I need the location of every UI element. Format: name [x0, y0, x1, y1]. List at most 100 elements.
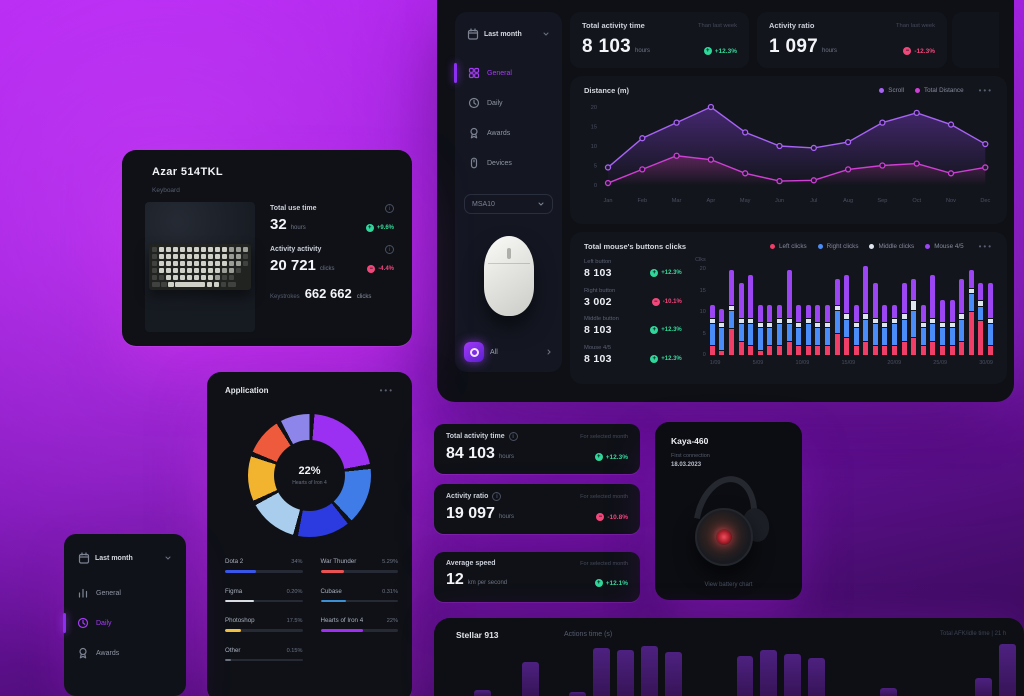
x-tick-label: 25/09 — [933, 360, 948, 366]
clicks-chart-legend: Left clicks Right clicks Middle clicks Mous… — [769, 241, 993, 251]
click-stat-middle-button: Middle button 8 103 + +12.3% — [584, 316, 692, 336]
summary-value: 84 103 — [446, 445, 495, 462]
info-icon[interactable]: i — [508, 432, 518, 441]
svg-text:0: 0 — [594, 183, 597, 189]
app-name: Photoshop — [225, 617, 255, 624]
svg-text:Aug: Aug — [843, 198, 853, 204]
chevron-down-icon — [164, 554, 172, 562]
click-stat-right-button: Right button 3 002 − -10.1% — [584, 288, 692, 308]
app-name: Hearts of Iron 4 — [320, 617, 364, 624]
actions-bar-chart — [450, 638, 1016, 696]
stacked-bar — [949, 299, 955, 355]
more-menu[interactable]: ••• — [978, 85, 993, 95]
app-name: Other — [225, 646, 241, 654]
stacked-bar — [824, 304, 830, 355]
profile-selector[interactable]: All — [464, 342, 553, 362]
svg-text:Dec: Dec — [980, 198, 990, 204]
stacked-bar — [988, 282, 993, 355]
legend-item-total-distance: Total Distance — [915, 87, 964, 94]
y-tick-label: 15 — [699, 287, 706, 294]
stacked-bar — [892, 304, 898, 355]
y-tick-label: 10 — [699, 309, 706, 315]
clicks-chart-title: Total mouse's buttons clicks — [584, 242, 687, 251]
device-select[interactable]: MSA10 — [464, 194, 553, 214]
app-legend-item-cubase: Cubase 0.31% — [320, 588, 398, 602]
period-selector[interactable]: Last month — [463, 24, 554, 44]
stacked-bar — [805, 304, 811, 355]
click-stat-label: Right button — [584, 287, 616, 294]
click-stat-label: Mouse 4/5 — [584, 344, 612, 351]
award-icon — [468, 127, 480, 139]
info-icon[interactable]: i — [492, 492, 502, 501]
info-icon[interactable]: i — [385, 245, 394, 254]
action-bar — [593, 648, 611, 696]
stat-value: 1 097 — [769, 36, 819, 57]
app-legend-item-dota-2: Dota 2 34% — [225, 558, 303, 573]
x-tick-label: 5/09 — [752, 360, 764, 366]
sidebar-item-awards[interactable]: Awards — [64, 638, 186, 668]
headset-footer-link[interactable]: View battery chart — [704, 582, 753, 588]
stat-caption: Than last week — [896, 22, 935, 29]
chart-icon — [77, 587, 89, 599]
info-icon[interactable]: i — [385, 204, 394, 213]
clicks-chart-card: Total mouse's buttons clicks Left clicks… — [570, 232, 1007, 384]
stacked-bar — [920, 304, 926, 355]
metric-activity-activity: Activity activity i 20 721 clicks − -4.4% — [270, 245, 394, 273]
delta-badge: − -10.8% — [596, 513, 628, 521]
bottom-panel-caption: Total AFK/idle time | 21 h — [940, 631, 1007, 637]
svg-text:Nov: Nov — [946, 198, 956, 204]
x-tick-label: 1/09 — [709, 360, 721, 366]
keyboard-actions-panel: Stellar 913 Actions time (s) Total AFK/i… — [434, 618, 1024, 696]
more-menu[interactable]: ••• — [978, 241, 993, 251]
keystrokes-row: Keystrokes 662 662 clicks — [270, 286, 394, 301]
svg-text:Feb: Feb — [637, 198, 647, 204]
metric-value: 20 721 — [270, 257, 316, 274]
svg-text:15: 15 — [591, 125, 597, 131]
click-stat-value: 3 002 — [584, 295, 612, 308]
period-selector[interactable]: Last month — [74, 548, 176, 568]
svg-text:Jan: Jan — [603, 198, 612, 204]
mouse-illustration — [483, 236, 534, 316]
summary-card-activity-ratio: Activity ratio i For selected month 19 09… — [434, 484, 640, 534]
legend-item-middle-clicks: Middle clicks — [869, 243, 914, 250]
stat-unit: hours — [822, 48, 838, 54]
chevron-right-icon — [545, 348, 553, 356]
summary-card-total-activity-time: Total activity time i For selected month … — [434, 424, 640, 474]
action-bar — [521, 662, 539, 696]
sidebar-item-general[interactable]: General — [64, 578, 186, 608]
profile-avatar — [464, 342, 484, 362]
sidebar-item-awards[interactable]: Awards — [455, 118, 562, 148]
calendar-icon — [78, 552, 90, 564]
stacked-bar — [863, 265, 869, 355]
metric-total-use-time: Total use time i 32 hours + +9.6% — [270, 204, 394, 232]
keystrokes-value: 662 662 — [304, 286, 352, 301]
sidebar-item-daily[interactable]: Daily — [63, 608, 186, 638]
keyboard-metrics: Total use time i 32 hours + +9.6% Activity a… — [270, 204, 394, 301]
calendar-icon — [467, 28, 479, 40]
stacked-bar — [882, 304, 888, 355]
svg-text:May: May — [740, 198, 751, 204]
mouse-image — [455, 222, 562, 330]
action-bar — [975, 678, 993, 696]
app-legend-item-photoshop: Photoshop 17.5% — [225, 617, 303, 632]
mouse-dashboard-panel: Last month General Daily Awards Devices MSA… — [437, 0, 1014, 402]
action-bar — [784, 654, 802, 696]
action-bar — [641, 646, 658, 696]
stacked-bar — [728, 269, 734, 355]
clock-icon — [77, 617, 89, 629]
sidebar-item-devices[interactable]: Devices — [455, 148, 562, 178]
sidebar-item-daily[interactable]: Daily — [455, 88, 562, 118]
y-axis-title: Clks — [695, 257, 706, 263]
keystrokes-label: Keystrokes — [270, 294, 300, 300]
more-menu[interactable]: ••• — [379, 385, 394, 395]
app-share: 0.15% — [286, 647, 303, 654]
click-stat-value: 8 103 — [584, 267, 612, 279]
headset-card: Kaya-460 First connection 18.03.2023 Vie… — [655, 422, 802, 600]
stacked-bar — [767, 304, 773, 355]
action-bar — [617, 650, 634, 696]
keyboard-illustration — [148, 243, 252, 291]
legend-item-right-clicks: Right clicks — [817, 243, 858, 250]
sidebar-item-general[interactable]: General — [454, 58, 562, 88]
legend-item-left-clicks: Left clicks — [769, 243, 807, 250]
